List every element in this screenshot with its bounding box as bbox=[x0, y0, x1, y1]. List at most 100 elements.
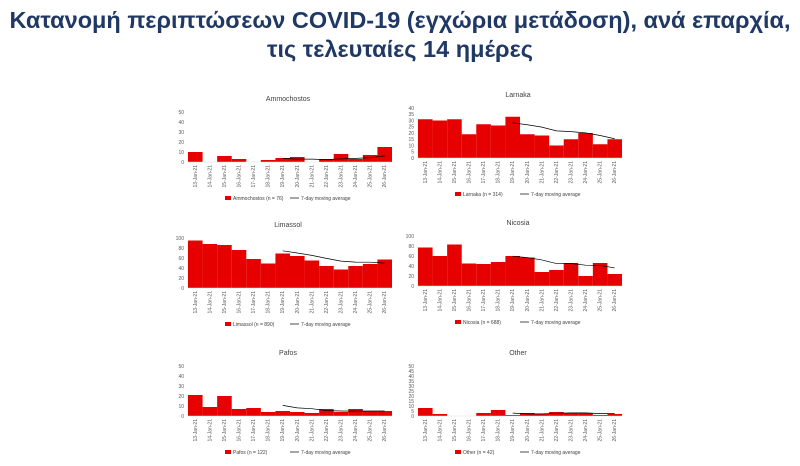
chart-ammochostos: Ammochostos 0 10 20 30 40 50 13-Jan-21 14-Jan-21… bbox=[160, 92, 400, 212]
bar-larnaka-17-Jan-21 bbox=[476, 124, 491, 158]
y-tick-label: 0 bbox=[411, 414, 414, 420]
bar-nicosia-26-Jan-21 bbox=[607, 274, 622, 286]
bar-larnaka-16-Jan-21 bbox=[461, 134, 477, 158]
x-tick-label: 21-Jan-21 bbox=[309, 165, 315, 188]
bar-limassol-13-Jan-21 bbox=[188, 240, 203, 288]
x-tick-label: 21-Jan-21 bbox=[539, 161, 545, 184]
bar-other-26-Jan-21 bbox=[607, 414, 622, 416]
y-tick-label: 20 bbox=[408, 394, 414, 400]
y-tick-label: 45 bbox=[408, 369, 414, 375]
bar-pafos-22-Jan-21 bbox=[319, 409, 334, 416]
x-tick-label: 21-Jan-21 bbox=[309, 419, 315, 442]
bar-pafos-14-Jan-21 bbox=[202, 407, 218, 416]
legend-label-ammochostos: Ammochostos (n = 76) bbox=[233, 196, 284, 202]
bar-limassol-20-Jan-21 bbox=[290, 256, 305, 288]
x-tick-label: 26-Jan-21 bbox=[612, 289, 618, 312]
bar-larnaka-18-Jan-21 bbox=[490, 125, 506, 158]
bar-larnaka-23-Jan-21 bbox=[563, 139, 579, 158]
x-tick-label: 18-Jan-21 bbox=[266, 291, 272, 314]
x-tick-label: 21-Jan-21 bbox=[539, 419, 545, 442]
x-tick-label: 22-Jan-21 bbox=[554, 161, 560, 184]
x-tick-label: 16-Jan-21 bbox=[237, 165, 243, 188]
x-tick-label: 18-Jan-21 bbox=[496, 161, 502, 184]
legend-swatch-bar bbox=[455, 450, 461, 454]
y-tick-label: 0 bbox=[181, 414, 184, 420]
x-tick-label: 23-Jan-21 bbox=[339, 419, 345, 442]
x-tick-label: 20-Jan-21 bbox=[525, 289, 531, 312]
x-tick-label: 26-Jan-21 bbox=[382, 419, 388, 442]
legend-label-moving-average: 7-day moving average bbox=[301, 322, 351, 328]
bar-larnaka-22-Jan-21 bbox=[549, 145, 564, 158]
x-tick-label: 15-Jan-21 bbox=[222, 165, 228, 188]
x-tick-label: 18-Jan-21 bbox=[496, 289, 502, 312]
bar-larnaka-15-Jan-21 bbox=[447, 119, 462, 158]
bar-pafos-20-Jan-21 bbox=[290, 412, 305, 416]
x-tick-label: 13-Jan-21 bbox=[193, 291, 199, 314]
legend-label-larnaka: Larnaka (n = 314) bbox=[463, 192, 503, 198]
x-tick-label: 15-Jan-21 bbox=[452, 161, 458, 184]
y-tick-label: 25 bbox=[408, 125, 414, 131]
x-tick-label: 25-Jan-21 bbox=[368, 291, 374, 314]
x-tick-label: 26-Jan-21 bbox=[612, 419, 618, 442]
legend-label-limassol: Limassol (n = 890) bbox=[233, 322, 275, 328]
x-tick-label: 13-Jan-21 bbox=[193, 419, 199, 442]
chart-svg: Ammochostos 0 10 20 30 40 50 13-Jan-21 14-Jan-21… bbox=[178, 96, 392, 202]
x-tick-label: 23-Jan-21 bbox=[569, 289, 575, 312]
x-tick-label: 16-Jan-21 bbox=[467, 161, 473, 184]
x-tick-label: 17-Jan-21 bbox=[251, 419, 257, 442]
legend-label-moving-average: 7-day moving average bbox=[531, 192, 581, 198]
bar-pafos-18-Jan-21 bbox=[260, 412, 276, 416]
x-tick-label: 20-Jan-21 bbox=[295, 291, 301, 314]
x-tick-label: 17-Jan-21 bbox=[481, 419, 487, 442]
bar-ammochostos-23-Jan-21 bbox=[333, 154, 349, 162]
moving-average-line-pafos bbox=[282, 405, 385, 412]
x-tick-label: 19-Jan-21 bbox=[510, 419, 516, 442]
bar-limassol-25-Jan-21 bbox=[362, 264, 378, 288]
y-tick-label: 0 bbox=[411, 156, 414, 162]
y-tick-label: 40 bbox=[178, 374, 184, 380]
x-tick-label: 26-Jan-21 bbox=[382, 165, 388, 188]
y-tick-label: 20 bbox=[178, 394, 184, 400]
x-tick-label: 22-Jan-21 bbox=[324, 165, 330, 188]
y-tick-label: 60 bbox=[178, 256, 184, 262]
bar-ammochostos-18-Jan-21 bbox=[260, 160, 276, 162]
x-tick-label: 25-Jan-21 bbox=[598, 289, 604, 312]
x-tick-label: 25-Jan-21 bbox=[598, 419, 604, 442]
x-tick-label: 14-Jan-21 bbox=[207, 165, 213, 188]
chart-svg: Pafos 0 10 20 30 40 50 13-Jan-21 14-Jan-21 15-Jan… bbox=[178, 350, 392, 456]
bar-limassol-24-Jan-21 bbox=[348, 266, 363, 288]
y-tick-label: 30 bbox=[408, 118, 414, 124]
x-tick-label: 17-Jan-21 bbox=[251, 165, 257, 188]
legend-label-nicosia: Nicosia (n = 688) bbox=[463, 320, 501, 326]
y-tick-label: 50 bbox=[178, 110, 184, 116]
chart-title-other: Other bbox=[509, 350, 527, 357]
x-tick-label: 20-Jan-21 bbox=[525, 161, 531, 184]
x-tick-label: 24-Jan-21 bbox=[583, 419, 589, 442]
legend-swatch-bar bbox=[225, 322, 231, 326]
bar-ammochostos-22-Jan-21 bbox=[319, 159, 334, 162]
y-tick-label: 80 bbox=[408, 244, 414, 250]
y-tick-label: 20 bbox=[178, 276, 184, 282]
bar-nicosia-25-Jan-21 bbox=[592, 263, 608, 286]
bar-other-19-Jan-21 bbox=[505, 415, 520, 416]
moving-average-line-ammochostos bbox=[282, 155, 385, 160]
bar-larnaka-14-Jan-21 bbox=[432, 120, 448, 158]
x-tick-label: 19-Jan-21 bbox=[280, 165, 286, 188]
y-tick-label: 40 bbox=[178, 266, 184, 272]
x-tick-label: 25-Jan-21 bbox=[368, 419, 374, 442]
y-tick-label: 20 bbox=[408, 274, 414, 280]
x-tick-label: 19-Jan-21 bbox=[510, 289, 516, 312]
y-tick-label: 40 bbox=[178, 120, 184, 126]
bar-limassol-23-Jan-21 bbox=[333, 269, 349, 288]
x-tick-label: 13-Jan-21 bbox=[423, 419, 429, 442]
x-tick-label: 16-Jan-21 bbox=[467, 419, 473, 442]
y-tick-label: 80 bbox=[178, 246, 184, 252]
bar-ammochostos-26-Jan-21 bbox=[377, 147, 392, 162]
y-tick-label: 10 bbox=[178, 150, 184, 156]
chart-title-larnaka: Larnaka bbox=[505, 92, 530, 99]
x-tick-label: 13-Jan-21 bbox=[423, 161, 429, 184]
bar-other-21-Jan-21 bbox=[534, 414, 550, 416]
x-tick-label: 20-Jan-21 bbox=[295, 165, 301, 188]
x-tick-label: 18-Jan-21 bbox=[496, 419, 502, 442]
